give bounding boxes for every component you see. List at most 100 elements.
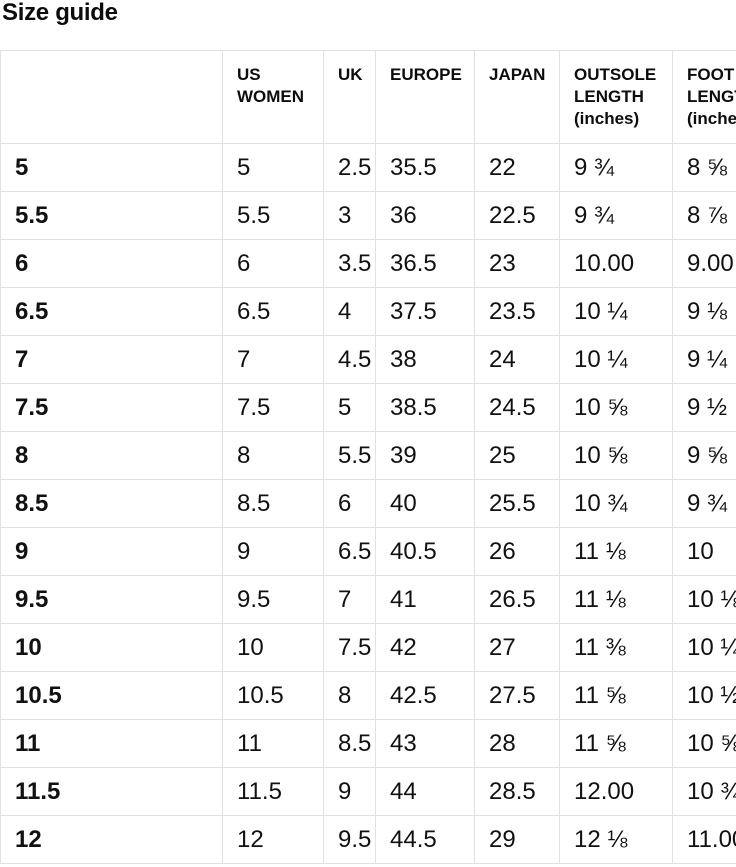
table-cell: 38 bbox=[375, 335, 475, 384]
table-cell: 27.5 bbox=[474, 671, 560, 720]
table-cell: 26 bbox=[474, 527, 560, 576]
table-cell: 9.00 bbox=[672, 239, 736, 288]
size-row: 11.5 11.5 9 44 28.5 12.00 10 ¾ bbox=[0, 767, 736, 816]
column-header: UK bbox=[323, 50, 376, 144]
table-cell: 39 bbox=[375, 431, 475, 480]
table-cell: 8 bbox=[222, 431, 324, 480]
table-cell: 37.5 bbox=[375, 287, 475, 336]
table-cell: 10 ¾ bbox=[559, 479, 673, 528]
table-cell: 38.5 bbox=[375, 383, 475, 432]
table-cell: 10 ¼ bbox=[672, 623, 736, 672]
table-cell: 10 ⅛ bbox=[672, 575, 736, 624]
table-cell: 6 bbox=[222, 239, 324, 288]
table-cell: 10 ⅝ bbox=[559, 431, 673, 480]
table-cell: 9 ⅛ bbox=[672, 287, 736, 336]
size-label: 6.5 bbox=[0, 287, 223, 336]
table-cell: 7 bbox=[323, 575, 376, 624]
table-cell: 10 bbox=[672, 527, 736, 576]
table-cell: 9 bbox=[222, 527, 324, 576]
table-cell: 5 bbox=[323, 383, 376, 432]
table-cell: 10.5 bbox=[222, 671, 324, 720]
table-cell: 3.5 bbox=[323, 239, 376, 288]
table-cell: 24.5 bbox=[474, 383, 560, 432]
table-cell: 9 ¾ bbox=[559, 143, 673, 192]
table-cell: 35.5 bbox=[375, 143, 475, 192]
table-cell: 9 ⅝ bbox=[672, 431, 736, 480]
table-cell: 40 bbox=[375, 479, 475, 528]
table-cell: 9 ¾ bbox=[559, 191, 673, 240]
table-cell: 11 ⅛ bbox=[559, 527, 673, 576]
table-cell: 29 bbox=[474, 815, 560, 864]
size-label: 10.5 bbox=[0, 671, 223, 720]
table-cell: 8 ⅞ bbox=[672, 191, 736, 240]
size-label: 7 bbox=[0, 335, 223, 384]
table-cell: 4 bbox=[323, 287, 376, 336]
table-cell: 5.5 bbox=[323, 431, 376, 480]
table-cell: 40.5 bbox=[375, 527, 475, 576]
table-cell: 42 bbox=[375, 623, 475, 672]
column-header: US WOMEN bbox=[222, 50, 324, 144]
table-cell: 36 bbox=[375, 191, 475, 240]
table-cell: 25 bbox=[474, 431, 560, 480]
table-cell: 9 ½ bbox=[672, 383, 736, 432]
table-cell: 43 bbox=[375, 719, 475, 768]
table-cell: 6 bbox=[323, 479, 376, 528]
table-header: US WOMEN UK EUROPE JAPAN OUTSOLE LENGTH (inc… bbox=[0, 50, 736, 144]
size-row: 11 11 8.5 43 28 11 ⅝ 10 ⅝ bbox=[0, 719, 736, 768]
table-cell: 10 bbox=[222, 623, 324, 672]
size-row: 6 6 3.5 36.5 23 10.00 9.00 bbox=[0, 239, 736, 288]
table-cell: 9 ¾ bbox=[672, 479, 736, 528]
size-label: 6 bbox=[0, 239, 223, 288]
table-cell: 12.00 bbox=[559, 767, 673, 816]
table-cell: 10 ⅝ bbox=[559, 383, 673, 432]
table-cell: 10 ¾ bbox=[672, 767, 736, 816]
table-cell: 22.5 bbox=[474, 191, 560, 240]
table-cell: 11 ⅜ bbox=[559, 623, 673, 672]
table-cell: 9.5 bbox=[323, 815, 376, 864]
table-cell: 8 ⅝ bbox=[672, 143, 736, 192]
table-cell: 11.00 bbox=[672, 815, 736, 864]
table-cell: 7.5 bbox=[323, 623, 376, 672]
table-cell: 28.5 bbox=[474, 767, 560, 816]
table-cell: 23.5 bbox=[474, 287, 560, 336]
table-cell: 8 bbox=[323, 671, 376, 720]
size-label: 11 bbox=[0, 719, 223, 768]
size-label: 9.5 bbox=[0, 575, 223, 624]
table-cell: 27 bbox=[474, 623, 560, 672]
table-cell: 26.5 bbox=[474, 575, 560, 624]
size-label: 8 bbox=[0, 431, 223, 480]
table-cell: 11.5 bbox=[222, 767, 324, 816]
table-cell: 3 bbox=[323, 191, 376, 240]
table-cell: 8.5 bbox=[323, 719, 376, 768]
size-label: 8.5 bbox=[0, 479, 223, 528]
table-cell: 12 ⅛ bbox=[559, 815, 673, 864]
table-cell: 23 bbox=[474, 239, 560, 288]
column-header: FOOT LENGTH (inches) bbox=[672, 50, 736, 144]
size-label: 5.5 bbox=[0, 191, 223, 240]
table-cell: 25.5 bbox=[474, 479, 560, 528]
size-label: 12 bbox=[0, 815, 223, 864]
table-cell: 11 ⅝ bbox=[559, 719, 673, 768]
table-cell: 9 ¼ bbox=[672, 335, 736, 384]
table-cell: 7 bbox=[222, 335, 324, 384]
size-guide-table-container: US WOMEN UK EUROPE JAPAN OUTSOLE LENGTH (inc… bbox=[0, 50, 736, 864]
size-row: 10 10 7.5 42 27 11 ⅜ 10 ¼ bbox=[0, 623, 736, 672]
column-header: EUROPE bbox=[375, 50, 475, 144]
table-cell: 10 ¼ bbox=[559, 335, 673, 384]
table-cell: 5.5 bbox=[222, 191, 324, 240]
table-cell: 22 bbox=[474, 143, 560, 192]
table-cell: 44 bbox=[375, 767, 475, 816]
table-cell: 9 bbox=[323, 767, 376, 816]
table-cell: 11 ⅝ bbox=[559, 671, 673, 720]
table-cell: 10.00 bbox=[559, 239, 673, 288]
table-cell: 11 ⅛ bbox=[559, 575, 673, 624]
table-cell: 5 bbox=[222, 143, 324, 192]
column-header: OUTSOLE LENGTH (inches) bbox=[559, 50, 673, 144]
